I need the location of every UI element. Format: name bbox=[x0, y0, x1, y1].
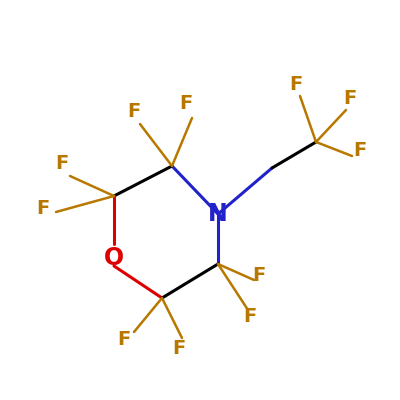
Text: F: F bbox=[252, 266, 266, 285]
Text: F: F bbox=[36, 198, 50, 218]
Text: F: F bbox=[243, 306, 257, 326]
Text: F: F bbox=[172, 339, 186, 358]
Text: F: F bbox=[353, 140, 367, 160]
Text: N: N bbox=[208, 202, 228, 226]
Text: F: F bbox=[343, 88, 357, 108]
Text: O: O bbox=[104, 246, 124, 270]
Text: F: F bbox=[117, 330, 131, 349]
Text: F: F bbox=[289, 74, 303, 94]
Text: F: F bbox=[179, 94, 193, 113]
Text: F: F bbox=[55, 154, 69, 173]
Text: F: F bbox=[127, 102, 141, 121]
